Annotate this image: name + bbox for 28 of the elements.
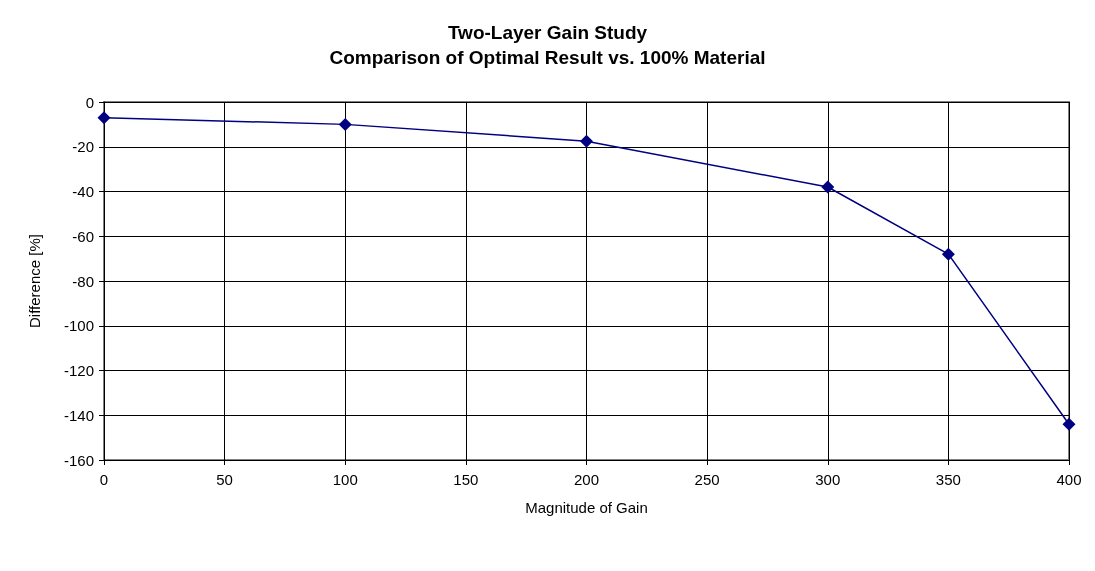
x-tick-label: 0 (99, 471, 109, 488)
x-tick-label: 150 (453, 471, 479, 488)
y-tick-label: -140 (63, 406, 94, 424)
x-tick-label: 50 (216, 471, 233, 488)
point (1062, 417, 1076, 431)
y-tick-label: 0 (85, 93, 94, 111)
x-tick-label: 300 (815, 471, 841, 488)
y-tick-label: -160 (63, 451, 94, 469)
x-axis-title: Magnitude of Gain (525, 499, 648, 516)
point (97, 111, 111, 125)
y-tick-label: -20 (72, 138, 94, 156)
y-tick-label: -120 (63, 362, 94, 379)
x-tick-label: 200 (573, 471, 600, 488)
chart-subtitle: Comparison of Optimal Result vs. 100% Material (329, 47, 766, 68)
x-tick-label: 250 (694, 471, 720, 488)
point (941, 247, 955, 261)
x-tick-label: 400 (1056, 471, 1082, 488)
y-tick-label: -60 (72, 227, 94, 245)
point (821, 180, 835, 194)
point (338, 117, 352, 131)
y-tick-label: -40 (72, 183, 94, 200)
y-tick-label: -80 (72, 272, 94, 290)
y-axis-title: Difference [%] (26, 234, 43, 328)
x-tick-label: 100 (332, 471, 358, 488)
point (580, 134, 593, 148)
chart-title: Two-Layer Gain Study (447, 22, 648, 43)
x-tick-label: 350 (935, 471, 961, 488)
y-tick-label: -100 (63, 317, 94, 335)
